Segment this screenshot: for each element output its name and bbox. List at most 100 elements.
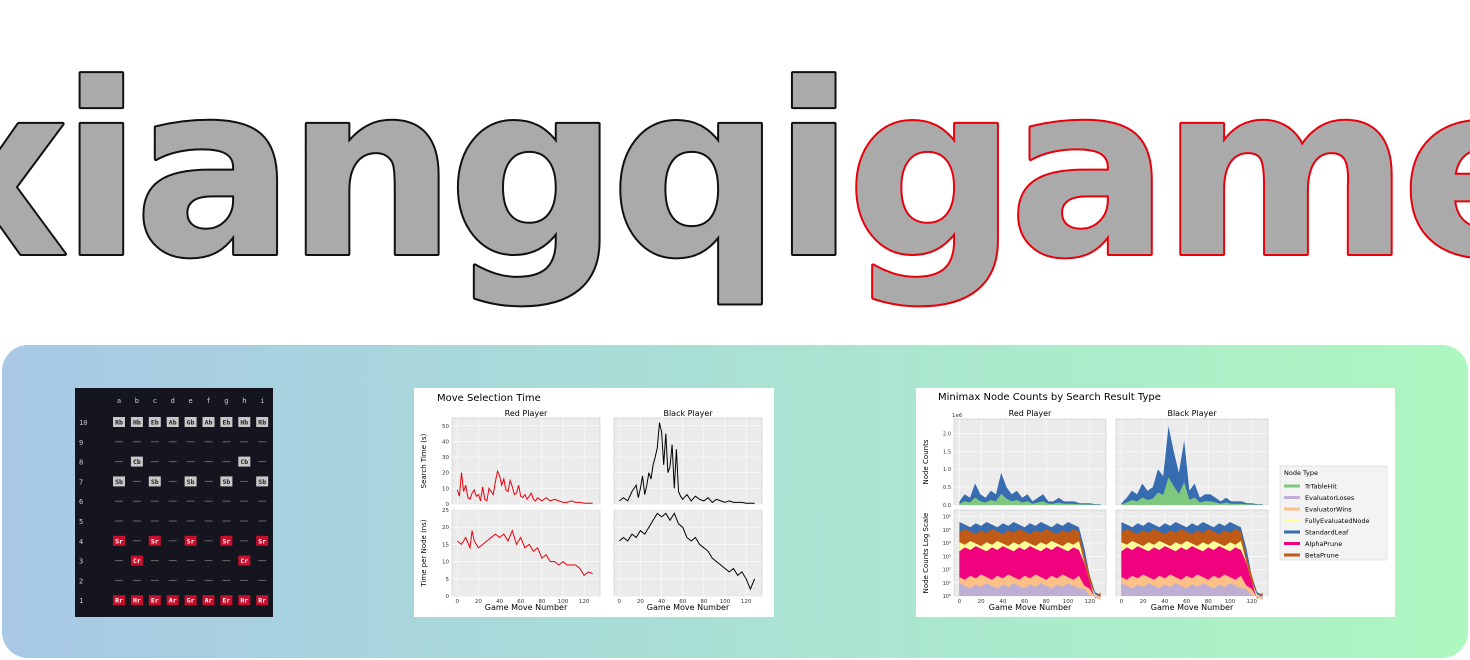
rank-label: 10 <box>79 419 87 427</box>
piece <box>166 595 179 606</box>
file-label: g <box>224 397 228 405</box>
x-tick-label: 80 <box>1205 599 1212 605</box>
piece-label: Eb <box>222 419 230 427</box>
piece <box>130 595 143 606</box>
x-tick-label: 120 <box>579 599 590 605</box>
y-tick-label: 20 <box>442 525 449 531</box>
chart-title: Minimax Node Counts by Search Result Typ… <box>938 392 1161 403</box>
y-tick-label: 0.0 <box>943 503 951 509</box>
piece <box>256 476 269 487</box>
piece-label: Ab <box>205 419 213 427</box>
y-tick-label: 30 <box>442 455 449 461</box>
piece-label: Sb <box>187 478 195 486</box>
piece <box>184 535 197 546</box>
y-tick-label: 10² <box>943 568 951 574</box>
piece <box>113 595 125 606</box>
piece-label: Gb <box>187 419 195 427</box>
piece-label: Er <box>222 597 230 605</box>
y-tick-label: 10³ <box>943 554 951 560</box>
piece-label: Hb <box>240 419 248 427</box>
svg-text:xiangqigame: xiangqigame <box>0 34 1470 311</box>
piece-label: Rb <box>258 419 266 427</box>
piece-label: Rr <box>115 597 123 605</box>
y-tick-label: 1.5 <box>943 449 951 455</box>
rank-label: 9 <box>79 439 83 447</box>
legend-entry: EvaluatorWins <box>1305 506 1352 514</box>
piece <box>220 595 233 606</box>
piece-label: Cr <box>133 557 141 565</box>
rank-label: 6 <box>79 498 83 506</box>
piece <box>113 417 125 427</box>
xiangqigame-logo: xiangqigame <box>0 32 1470 313</box>
piece <box>238 555 251 566</box>
subplot-title: Black Player <box>663 409 713 418</box>
x-tick-label: 20 <box>978 599 985 605</box>
rank-label: 4 <box>79 538 83 546</box>
scale-label: 1e6 <box>952 413 963 419</box>
logo-word-xiangqi: xiangqi <box>0 34 847 311</box>
node-chart-svg: Minimax Node Counts by Search Result Typ… <box>922 392 1388 612</box>
chart-title: Move Selection Time <box>437 393 541 404</box>
subplot-title: Red Player <box>1009 409 1052 418</box>
area-layer <box>1121 583 1263 598</box>
y-axis-label: Time per Node (ns) <box>420 519 428 588</box>
area-trtablehit <box>959 493 1101 505</box>
x-tick-label: 0 <box>618 599 622 605</box>
y-axis-label: Node Counts <box>922 439 930 484</box>
y-tick-label: 5 <box>446 577 450 583</box>
piece-label: Sr <box>187 537 195 545</box>
x-tick-label: 100 <box>1063 599 1074 605</box>
y-tick-label: 10⁰ <box>943 594 951 600</box>
piece <box>238 456 251 467</box>
x-axis-label: Game Move Number <box>647 603 730 612</box>
x-axis-label: Game Move Number <box>485 603 568 612</box>
legend-entry: StandardLeaf <box>1305 529 1349 537</box>
piece-label: Sb <box>258 478 266 486</box>
y-tick-label: 2.0 <box>943 431 951 437</box>
piece <box>130 456 143 467</box>
x-tick-label: 40 <box>496 599 503 605</box>
piece <box>220 535 233 546</box>
rank-label: 3 <box>79 558 83 566</box>
x-tick-label: 80 <box>1043 599 1050 605</box>
file-label: e <box>188 397 192 405</box>
time-chart-svg: Move Selection Time Red Player Black Playe… <box>420 393 763 612</box>
piece <box>130 555 143 566</box>
piece <box>148 535 161 546</box>
file-label: d <box>171 397 175 405</box>
x-tick-label: 100 <box>720 599 731 605</box>
piece-label: Ab <box>169 419 177 427</box>
subplot-title: Red Player <box>505 409 548 418</box>
piece-label: Sb <box>151 478 159 486</box>
rank-label: 8 <box>79 459 83 467</box>
y-tick-label: 10 <box>442 486 449 492</box>
logo-word-game: game <box>847 34 1470 311</box>
y-tick-label: 10⁵ <box>943 528 951 534</box>
y-tick-label: 1.0 <box>943 467 951 473</box>
file-label: a <box>117 397 121 405</box>
y-tick-label: 25 <box>442 508 449 514</box>
piece <box>113 476 125 487</box>
x-tick-label: 120 <box>1246 599 1257 605</box>
legend-entry: FullyEvaluatedNode <box>1305 517 1369 525</box>
piece-label: Er <box>151 597 159 605</box>
x-tick-label: 60 <box>679 599 686 605</box>
piece <box>148 595 161 606</box>
piece-label: Ar <box>169 597 177 605</box>
piece <box>166 417 179 427</box>
y-tick-label: 0 <box>446 502 450 508</box>
file-label: f <box>206 397 210 405</box>
piece-label: Rb <box>115 419 123 427</box>
piece-label: Rr <box>258 597 266 605</box>
piece <box>148 476 161 487</box>
piece <box>256 417 269 427</box>
rank-label: 1 <box>79 597 83 605</box>
piece <box>202 595 215 606</box>
plot-area <box>451 417 601 505</box>
x-tick-label: 40 <box>1161 599 1168 605</box>
piece-label: Eb <box>151 419 159 427</box>
piece <box>113 535 125 546</box>
area-standard-leaf <box>959 472 1101 505</box>
piece-label: Gr <box>187 597 195 605</box>
node-counts-chart: Minimax Node Counts by Search Result Typ… <box>916 388 1395 617</box>
